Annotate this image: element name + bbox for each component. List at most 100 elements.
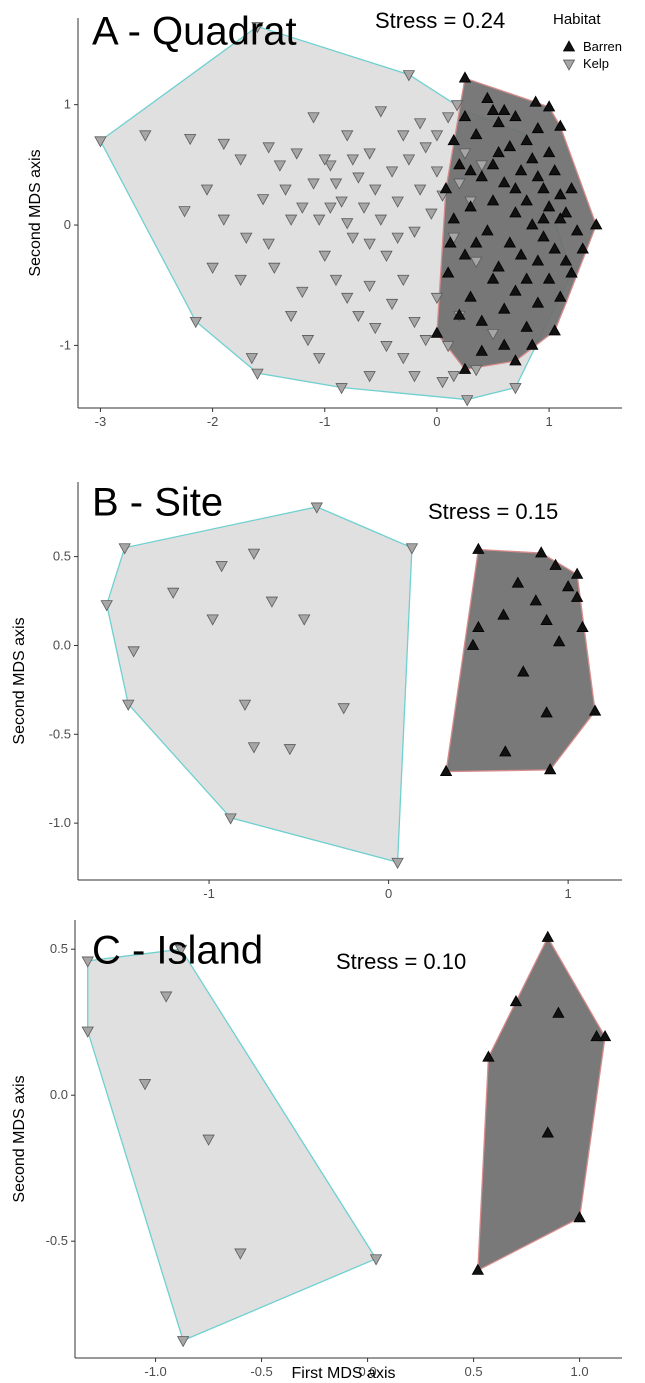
legend-label-kelp: Kelp <box>583 56 609 71</box>
legend-label-barren: Barren <box>583 39 622 54</box>
barren-point <box>570 567 584 579</box>
kelp-point <box>279 184 292 196</box>
barren-point <box>439 764 453 776</box>
barren-point <box>482 1050 495 1062</box>
kelp-point <box>397 274 410 286</box>
kelp-point <box>183 134 197 146</box>
x-tick-label: -1 <box>203 886 215 901</box>
barren-point <box>481 224 494 236</box>
kelp-point <box>425 208 438 220</box>
kelp-point <box>100 600 113 612</box>
barren-point <box>470 127 483 140</box>
barren-point <box>537 182 550 194</box>
kelp-point <box>122 699 135 711</box>
kelp-point <box>335 196 348 208</box>
stress-value: Stress = 0.10 <box>336 949 466 974</box>
kelp-point <box>312 214 326 226</box>
kelp-point <box>206 614 219 626</box>
kelp-point <box>458 148 472 160</box>
kelp-point <box>189 316 202 329</box>
kelp-point <box>118 543 131 555</box>
kelp-point <box>447 371 460 383</box>
kelp-point <box>363 280 376 292</box>
barren-point <box>559 254 573 266</box>
barren-point <box>526 218 539 230</box>
barren-point <box>509 994 523 1007</box>
kelp-point <box>81 956 94 968</box>
barren-point <box>554 188 567 200</box>
barren-point <box>492 260 505 272</box>
barren-point <box>503 236 517 248</box>
y-tick-label: -1.0 <box>49 815 71 830</box>
barren-point <box>509 182 522 194</box>
kelp-point <box>251 368 264 380</box>
barren-point <box>537 230 550 242</box>
kelp-point <box>408 371 421 383</box>
barren-point <box>486 194 500 206</box>
kelp-point <box>268 262 281 274</box>
stress-value: Stress = 0.15 <box>428 499 558 524</box>
kelp-point <box>436 377 449 389</box>
kelp-point <box>453 178 466 190</box>
barren-point <box>486 103 500 116</box>
barren-point <box>492 146 505 158</box>
kelp-point <box>397 130 410 142</box>
x-tick-label: 1.0 <box>571 1364 589 1379</box>
legend: Habitat Barren Kelp <box>553 11 622 71</box>
kelp-point <box>318 250 331 262</box>
kelp-point <box>256 194 270 206</box>
kelp-point <box>430 130 444 142</box>
barren-point <box>453 308 466 320</box>
barren-point <box>531 254 545 266</box>
x-tick-label: 0.5 <box>465 1364 483 1379</box>
legend-kelp-marker <box>562 59 576 71</box>
x-tick-label: 0 <box>433 414 440 429</box>
kelp-point <box>176 1336 190 1348</box>
barren-point <box>511 576 525 588</box>
barren-point <box>554 290 567 302</box>
barren-point <box>520 272 533 284</box>
barren-point <box>540 706 553 718</box>
panel-title: C - Island <box>92 929 263 973</box>
kelp-point <box>374 106 388 118</box>
barren-point <box>526 338 539 350</box>
kelp-point <box>450 100 464 112</box>
kelp-point <box>127 646 140 658</box>
x-tick-label: 1 <box>545 414 552 429</box>
kelp-point <box>470 365 483 377</box>
panel-3: -1.0 -0.5 0.0 0.5 1.0 -0.5 0.0 0.5 Second MDS ax… <box>11 920 622 1382</box>
kelp-point <box>335 383 348 395</box>
barren-point <box>573 1211 586 1223</box>
kelp-point <box>200 184 214 196</box>
stress-value: Stress = 0.24 <box>375 8 505 33</box>
y-tick-label: 0.5 <box>53 549 71 564</box>
kelp-point <box>174 944 188 956</box>
kelp-hull <box>106 506 413 864</box>
kelp-point <box>247 742 261 754</box>
kelp-point <box>363 238 376 250</box>
barren-point <box>453 158 466 170</box>
kelp-point <box>385 298 399 311</box>
barren-point <box>540 613 553 625</box>
barren-point <box>447 212 460 224</box>
barren-point <box>565 182 578 194</box>
barren-point <box>590 1030 603 1042</box>
kelp-point <box>301 335 315 347</box>
barren-point <box>499 745 512 757</box>
legend-title: Habitat <box>553 11 601 28</box>
x-tick-label: -2 <box>207 414 219 429</box>
barren-point <box>531 121 545 134</box>
barren-point <box>475 170 488 182</box>
kelp-point <box>81 1026 94 1038</box>
kelp-point <box>402 154 416 166</box>
barren-point <box>439 182 453 194</box>
kelp-point <box>391 857 404 869</box>
barren-point <box>498 176 511 188</box>
barren-point <box>554 119 567 131</box>
kelp-point <box>352 310 365 323</box>
barren-point <box>588 704 602 716</box>
barren-point <box>481 91 494 104</box>
kelp-point <box>329 178 343 190</box>
kelp-point <box>419 335 432 347</box>
